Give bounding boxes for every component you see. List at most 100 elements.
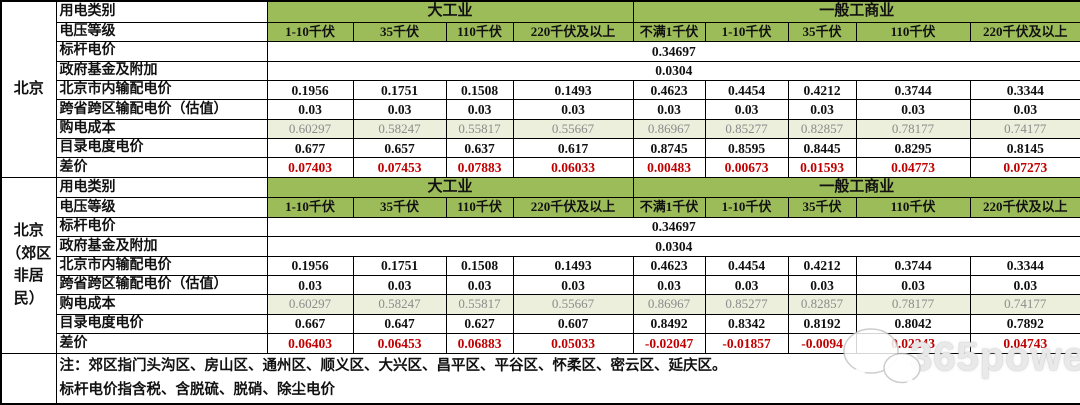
value-cell: 0.1956 (266, 79, 354, 101)
value-cell: 0.7892 (969, 313, 1080, 335)
row-label-voltage-level: 电压等级 (55, 197, 268, 218)
row-label-price-diff: 差价 (55, 157, 268, 178)
value-cell: 0.1956 (266, 255, 354, 276)
row-label-purchase-cost: 购电成本 (55, 294, 268, 315)
merged-value-cell: 0.34697 (266, 41, 1080, 62)
voltage-header: 35千伏 (787, 21, 857, 43)
value-cell: 0.03 (512, 99, 634, 120)
value-cell: 0.60297 (266, 294, 354, 315)
value-cell: 0.05033 (512, 333, 634, 354)
value-cell: 0.8342 (704, 313, 789, 335)
table-row: 标杆电价 0.34697 (1, 216, 1080, 238)
value-cell: 0.1751 (352, 79, 447, 101)
value-cell: 0.03 (969, 99, 1080, 120)
value-cell: 0.03 (445, 99, 514, 120)
table-row: 电压等级 1-10千伏 35千伏 110千伏 220千伏及以上 不满1千伏 1-10千伏 35… (1, 197, 1080, 218)
note-line: 注：郊区指门头沟区、房山区、通州区、顺义区、大兴区、昌平区、平谷区、怀柔区、密云… (59, 357, 727, 374)
col-group-header-commercial: 一般工商业 (632, 0, 1080, 23)
value-cell: 0.607 (512, 313, 634, 335)
value-cell: 0.55817 (445, 294, 514, 315)
value-cell: 0.03 (704, 99, 789, 120)
value-cell: 0.03 (969, 274, 1080, 296)
value-cell: 0.74177 (969, 294, 1080, 315)
notes-cell: 注：郊区指门头沟区、房山区、通州区、顺义区、大兴区、昌平区、平谷区、怀柔区、密云… (55, 352, 1080, 405)
note-line: 标杆电价指含税、含脱硫、脱硝、除尘电价 (59, 382, 336, 399)
value-cell: 0.4212 (787, 79, 857, 101)
value-cell: 0.03 (855, 274, 971, 296)
value-cell: 0.8145 (969, 138, 1080, 159)
value-cell: 0.07453 (352, 157, 447, 178)
value-cell: 0.03 (445, 274, 514, 296)
table-row: 北京 （郊区 非居 民） 用电类别 大工业 一般工商业 (0, 176, 1080, 354)
col-group-header-industry: 大工业 (266, 176, 634, 199)
value-cell: 0.07273 (969, 157, 1080, 178)
value-cell: 0.03 (855, 99, 971, 120)
table-row: 北京 用电类别 大工业 一般工商业 (0, 0, 1080, 178)
value-cell: 0.3744 (855, 79, 971, 101)
value-cell: 0.74177 (969, 118, 1080, 140)
value-cell: 0.06883 (445, 333, 514, 354)
row-label-gov_fund: 政府基金及附加 (55, 60, 268, 81)
table-row: 目录电度电价 0.667 0.647 0.627 0.607 0.8492 0.8342 0.… (1, 313, 1080, 335)
value-cell: 0.03 (787, 274, 857, 296)
row-label-catalog-price: 目录电度电价 (55, 138, 268, 159)
value-cell: -0.02047 (632, 333, 706, 354)
table-row: 购电成本 0.60297 0.58247 0.55817 0.55667 0.86967 0… (1, 294, 1080, 315)
voltage-header: 110千伏 (855, 197, 971, 218)
voltage-header: 220千伏及以上 (969, 21, 1080, 43)
value-cell: 0.8192 (787, 313, 857, 335)
row-label-benchmark: 标杆电价 (55, 41, 268, 62)
voltage-header: 1-10千伏 (704, 197, 789, 218)
value-cell: 0.00673 (704, 157, 789, 178)
table-row: 目录电度电价 0.677 0.657 0.637 0.617 0.8745 0.8595 0.… (1, 138, 1080, 159)
value-cell: 0.1508 (445, 79, 514, 101)
value-cell: 0.03 (266, 99, 354, 120)
value-cell: 0.8445 (787, 138, 857, 159)
value-cell: 0.03 (352, 274, 447, 296)
value-cell: 0.04773 (855, 157, 971, 178)
voltage-header: 220千伏及以上 (512, 197, 634, 218)
value-cell: 0.627 (445, 313, 514, 335)
row-label-benchmark: 标杆电价 (55, 216, 268, 238)
value-cell: 0.667 (266, 313, 354, 335)
row-label-city-transmission: 北京市内输配电价 (55, 79, 268, 101)
value-cell: 0.647 (352, 313, 447, 335)
value-cell: 0.55817 (445, 118, 514, 140)
voltage-header: 不满1千伏 (632, 21, 706, 43)
row-label-cross-province: 跨省跨区输配电价（估值） (55, 274, 268, 296)
value-cell: 0.58247 (352, 294, 447, 315)
value-cell: 0.657 (352, 138, 447, 159)
table-row: 政府基金及附加 0.0304 (1, 60, 1080, 81)
row-label-city-transmission: 北京市内输配电价 (55, 255, 268, 276)
row-label-usage-category: 用电类别 (55, 0, 268, 23)
value-cell: 0.58247 (352, 118, 447, 140)
table-row: 差价 0.07403 0.07453 0.07883 0.06033 0.00483 0.0… (1, 157, 1080, 178)
row-label-voltage-level: 电压等级 (55, 21, 268, 43)
voltage-header: 1-10千伏 (704, 21, 789, 43)
value-cell: 0.3344 (969, 79, 1080, 101)
table-row: 政府基金及附加 0.0304 (1, 236, 1080, 257)
value-cell: 0.4454 (704, 255, 789, 276)
voltage-header: 1-10千伏 (266, 197, 354, 218)
value-cell: 0.78177 (855, 294, 971, 315)
empty-corner-cell (0, 352, 57, 405)
value-cell: 0.86967 (632, 294, 706, 315)
voltage-header: 35千伏 (352, 21, 447, 43)
value-cell: 0.78177 (855, 118, 971, 140)
voltage-header: 110千伏 (855, 21, 971, 43)
value-cell: -0.01857 (704, 333, 789, 354)
value-cell: 0.86967 (632, 118, 706, 140)
value-cell: 0.1493 (512, 79, 634, 101)
row-label-usage-category: 用电类别 (55, 176, 268, 199)
value-cell: 0.02243 (855, 333, 971, 354)
value-cell: 0.03 (787, 99, 857, 120)
table-row: 注：郊区指门头沟区、房山区、通州区、顺义区、大兴区、昌平区、平谷区、怀柔区、密云… (0, 352, 1080, 405)
value-cell: 0.03 (352, 99, 447, 120)
merged-value-cell: 0.34697 (266, 216, 1080, 238)
value-cell: 0.07883 (445, 157, 514, 178)
value-cell: 0.03 (512, 274, 634, 296)
value-cell: 0.4454 (704, 79, 789, 101)
value-cell: 0.06403 (266, 333, 354, 354)
value-cell: 0.06033 (512, 157, 634, 178)
